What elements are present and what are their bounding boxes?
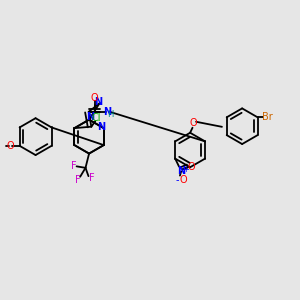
Text: N: N (94, 97, 102, 106)
Text: O: O (190, 118, 197, 128)
Text: +: + (182, 164, 189, 173)
Text: Br: Br (262, 112, 273, 122)
Text: Cl: Cl (92, 113, 101, 123)
Text: O: O (179, 175, 187, 185)
Text: O: O (187, 162, 195, 172)
Text: O: O (7, 141, 14, 151)
Text: N: N (177, 166, 185, 176)
Text: O: O (91, 93, 98, 103)
Text: N: N (86, 112, 94, 122)
Text: N: N (97, 122, 105, 132)
Text: H: H (107, 110, 114, 119)
Text: F: F (88, 172, 94, 183)
Text: F: F (71, 161, 77, 171)
Text: F: F (75, 175, 81, 185)
Text: -: - (176, 175, 179, 185)
Text: N: N (103, 107, 111, 117)
